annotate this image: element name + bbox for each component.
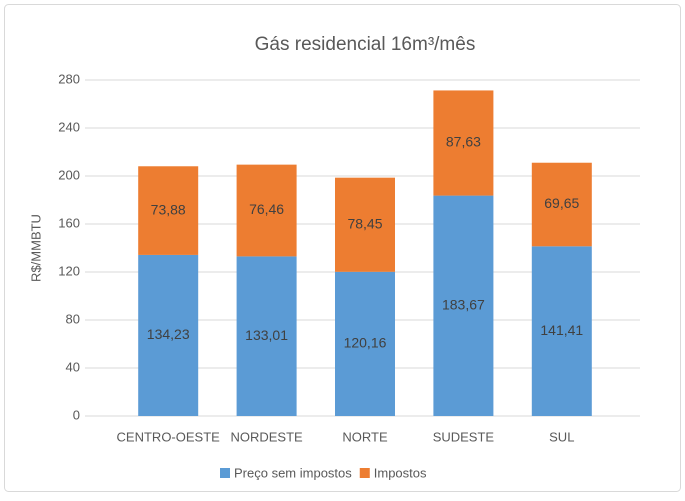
legend-label: Impostos (374, 465, 427, 480)
data-label: 87,63 (446, 134, 481, 150)
y-tick-label: 240 (58, 119, 80, 134)
data-label: 78,45 (347, 215, 382, 231)
y-tick-label: 280 (58, 71, 80, 86)
data-label: 69,65 (544, 195, 579, 211)
bar-segment (236, 164, 297, 257)
x-tick-label: NORTE (342, 429, 388, 444)
data-label: 133,01 (245, 327, 288, 343)
chart-title: Gás residencial 16m³/mês (255, 34, 476, 55)
data-label: 183,67 (442, 297, 485, 313)
y-tick-label: 80 (66, 311, 80, 326)
data-label: 141,41 (540, 322, 583, 338)
y-tick-label: 200 (58, 167, 80, 182)
x-tick-label: SUL (549, 429, 574, 444)
x-tick-label: CENTRO-OESTE (117, 429, 221, 444)
legend-label: Preço sem impostos (234, 465, 352, 480)
data-label: 120,16 (344, 335, 387, 351)
bar-segment (531, 246, 592, 416)
bar-segment (138, 254, 199, 416)
y-axis-title: R$/MMBTU (28, 214, 43, 282)
bar-segment (138, 166, 199, 255)
y-tick-label: 120 (58, 263, 80, 278)
data-label: 73,88 (151, 201, 186, 217)
data-label: 76,46 (249, 201, 284, 217)
bar-segment (433, 90, 494, 196)
bar-segment (335, 271, 395, 416)
x-tick-label: SUDESTE (433, 429, 495, 444)
bar-segment (433, 195, 494, 416)
legend-swatch (220, 468, 230, 478)
data-label: 134,23 (147, 326, 190, 342)
y-tick-label: 160 (58, 215, 80, 230)
y-tick-label: 0 (73, 407, 80, 422)
bar-segment (335, 177, 395, 272)
bar-segment (531, 162, 592, 247)
y-tick-label: 40 (66, 359, 80, 374)
bar-segment (236, 256, 297, 416)
legend-swatch (359, 468, 370, 478)
x-tick-label: NORDESTE (230, 429, 303, 444)
